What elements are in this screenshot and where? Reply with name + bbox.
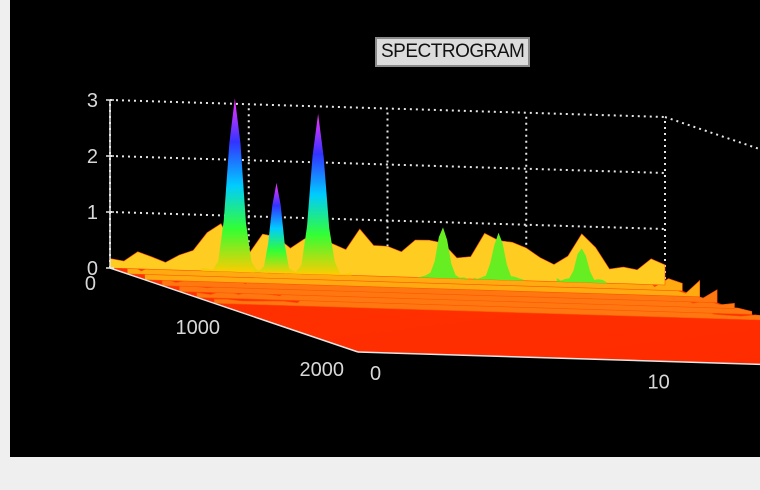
surface-peak <box>284 113 352 276</box>
chart-title: SPECTROGRAM <box>375 37 531 67</box>
y-tick-label: 10 <box>648 372 670 394</box>
surface-peak <box>418 227 468 279</box>
z-tick-label: 1 <box>87 202 98 224</box>
surface-mesh <box>109 98 760 365</box>
surface-peak <box>556 248 607 284</box>
y-tick-label: 0 <box>370 363 381 385</box>
grid-line <box>109 155 666 174</box>
axes: 012301000200001020 <box>85 90 760 394</box>
z-tick-label: 3 <box>87 90 98 112</box>
spectrogram-chart: 012301000200001020 <box>85 90 760 394</box>
x-tick-label: 2000 <box>300 359 345 381</box>
grid-line <box>109 99 666 118</box>
y-axis-line <box>357 351 760 366</box>
z-tick-label: 0 <box>87 258 98 280</box>
surface-peak <box>251 182 302 274</box>
surface-peak <box>201 98 269 273</box>
x-tick-label: 1000 <box>176 317 221 339</box>
surface-peak <box>473 232 524 281</box>
x-tick-label: 0 <box>85 273 96 295</box>
plot-area: 012301000200001020 SPECTROGRAM <box>10 0 760 457</box>
z-tick-label: 2 <box>87 146 98 168</box>
x-axis-line <box>109 267 359 353</box>
grid-line <box>664 116 760 151</box>
